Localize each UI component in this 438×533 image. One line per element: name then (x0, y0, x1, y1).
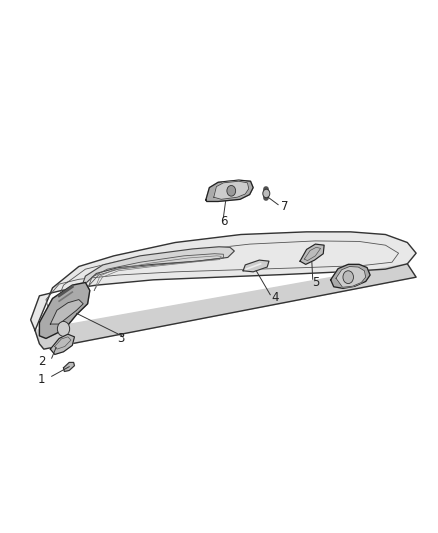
Text: 5: 5 (312, 276, 319, 289)
Circle shape (263, 189, 270, 198)
Polygon shape (50, 300, 83, 324)
Circle shape (57, 321, 70, 336)
Text: 6: 6 (219, 215, 227, 228)
Circle shape (227, 185, 236, 196)
Polygon shape (77, 247, 234, 301)
Text: 2: 2 (38, 355, 46, 368)
Text: 4: 4 (271, 291, 279, 304)
Polygon shape (50, 334, 74, 354)
Polygon shape (214, 181, 249, 199)
Circle shape (343, 271, 353, 284)
Polygon shape (39, 282, 90, 338)
Text: 1: 1 (38, 373, 46, 386)
Polygon shape (35, 264, 416, 349)
Polygon shape (31, 232, 416, 330)
Polygon shape (331, 264, 370, 288)
Polygon shape (300, 244, 324, 264)
Polygon shape (243, 260, 269, 272)
Text: 3: 3 (117, 333, 124, 345)
Text: 7: 7 (281, 200, 289, 213)
Polygon shape (206, 180, 253, 201)
Polygon shape (336, 266, 366, 287)
Polygon shape (64, 362, 74, 372)
